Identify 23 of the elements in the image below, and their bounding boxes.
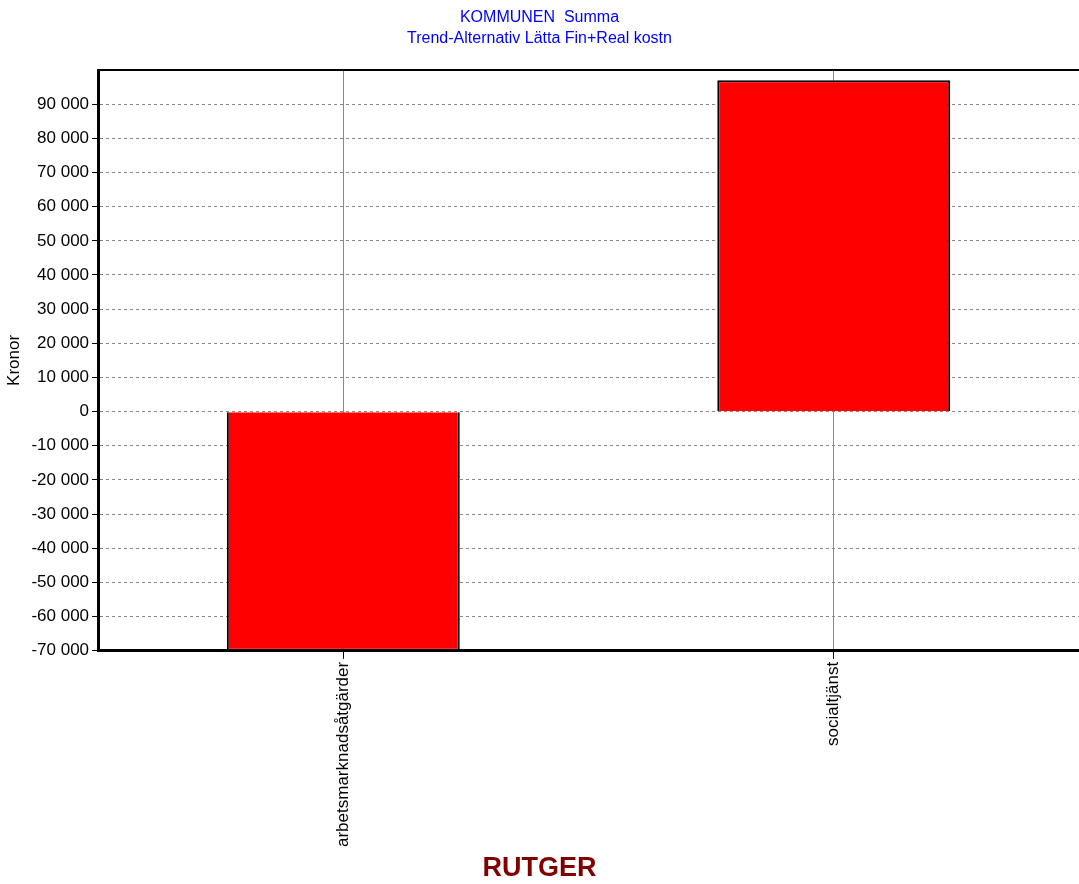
y-tick-label: -70 000 xyxy=(31,640,90,660)
y-tick-label: 40 000 xyxy=(37,264,90,284)
y-tick-label: 60 000 xyxy=(37,196,90,216)
x-axis-title: RUTGER xyxy=(481,852,598,883)
x-tick-label: socialtjänst xyxy=(823,661,843,746)
y-tick-label: 30 000 xyxy=(37,298,90,318)
y-tick-label: 50 000 xyxy=(37,230,90,250)
y-tick-label: 90 000 xyxy=(37,93,90,113)
y-tick-label: -60 000 xyxy=(31,606,90,626)
chart-subtitle: Trend-Alternativ Lätta Fin+Real kostn xyxy=(406,28,673,48)
y-tick-label: 10 000 xyxy=(37,367,90,387)
y-tick-label: -10 000 xyxy=(31,435,90,455)
y-tick-label: 70 000 xyxy=(37,162,90,182)
y-tick-label: -30 000 xyxy=(31,503,90,523)
chart-title: KOMMUNEN Summa xyxy=(458,7,621,27)
y-tick-label: 80 000 xyxy=(37,128,90,148)
y-axis-title: Kronor xyxy=(3,334,23,386)
y-tick-label: 20 000 xyxy=(37,333,90,352)
y-tick-label: -50 000 xyxy=(31,572,90,592)
y-tick-label: -20 000 xyxy=(31,469,90,489)
y-tick-label: 0 xyxy=(79,401,90,421)
y-tick-label: -40 000 xyxy=(31,537,90,557)
x-tick-label: arbetsmarknadsåtgärder xyxy=(332,661,352,848)
